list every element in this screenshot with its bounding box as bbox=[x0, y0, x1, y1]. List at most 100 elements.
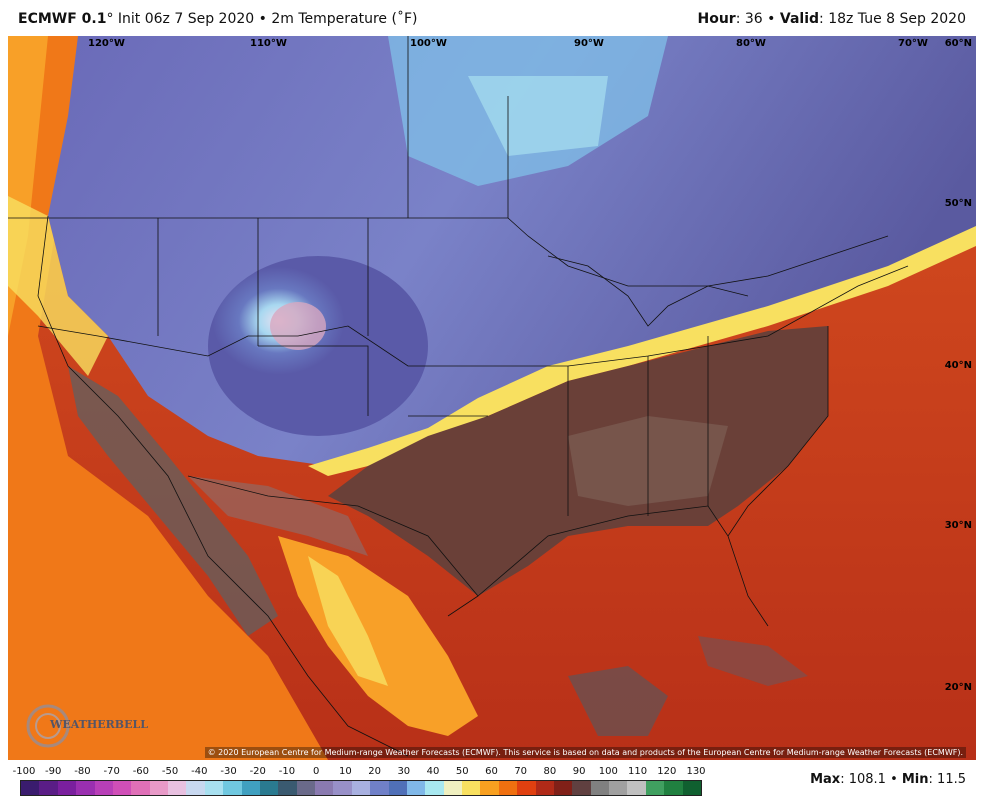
scale-swatch bbox=[553, 781, 573, 795]
scale-bar bbox=[20, 780, 702, 796]
us-mexico-border bbox=[187, 475, 479, 617]
scale-swatch bbox=[645, 781, 665, 795]
init-time: Init 06z 7 Sep 2020 bbox=[117, 11, 255, 27]
scale-tick-label: 60 bbox=[485, 766, 498, 777]
front-yellow-band bbox=[308, 226, 976, 476]
model-name: ECMWF 0.1 bbox=[18, 11, 107, 27]
scale-swatch bbox=[259, 781, 279, 795]
scale-swatch bbox=[388, 781, 407, 795]
scale-swatch bbox=[39, 781, 58, 795]
lat-label-30n: 30°N bbox=[944, 520, 972, 531]
scale-swatch bbox=[76, 781, 95, 795]
us-canada-border bbox=[8, 217, 889, 287]
min-value: 11.5 bbox=[937, 772, 966, 787]
stats-bullet: • bbox=[890, 772, 898, 787]
scale-swatch bbox=[535, 781, 554, 795]
scale-swatch bbox=[94, 781, 113, 795]
header-left: ECMWF 0.1° Init 06z 7 Sep 2020 • 2m Temp… bbox=[18, 11, 417, 27]
scale-tick-label: -40 bbox=[191, 766, 208, 777]
lon-label-120w: 120°W bbox=[88, 38, 125, 49]
scale-tick-label: -100 bbox=[12, 766, 36, 777]
lat-label-40n: 40°N bbox=[944, 360, 972, 371]
lon-label-100w: 100°W bbox=[410, 38, 447, 49]
southwest-desert-region bbox=[68, 366, 278, 636]
max-label: Max bbox=[810, 772, 841, 787]
max-min-stats: Max: 108.1 • Min: 11.5 bbox=[810, 772, 966, 787]
lon-label-110w: 110°W bbox=[250, 38, 287, 49]
scale-tick-label: 0 bbox=[312, 766, 320, 777]
scale-swatch bbox=[112, 781, 132, 795]
cuba-region bbox=[698, 636, 808, 686]
max-value: 108.1 bbox=[848, 772, 886, 787]
scale-swatch bbox=[370, 781, 389, 795]
scale-swatch bbox=[480, 781, 499, 795]
scale-tick-label: 130 bbox=[686, 766, 706, 777]
scale-tick-label: 100 bbox=[598, 766, 618, 777]
scale-swatch bbox=[131, 781, 150, 795]
pacific-coast bbox=[37, 215, 409, 757]
scale-swatch bbox=[664, 781, 683, 795]
lat-label-20n: 20°N bbox=[944, 682, 972, 693]
scale-swatch bbox=[186, 781, 205, 795]
scale-swatch bbox=[517, 781, 536, 795]
scale-tick-label: -10 bbox=[278, 766, 296, 777]
state-lines-west bbox=[157, 36, 509, 417]
scale-swatch bbox=[498, 781, 518, 795]
arizona-region bbox=[188, 476, 368, 556]
map-header: ECMWF 0.1° Init 06z 7 Sep 2020 • 2m Temp… bbox=[0, 0, 984, 36]
lon-label-90w: 90°W bbox=[574, 38, 604, 49]
scale-tick-label: -70 bbox=[103, 766, 120, 777]
scale-swatch bbox=[57, 781, 77, 795]
scale-swatch bbox=[149, 781, 168, 795]
hour-value: 36 bbox=[744, 11, 763, 27]
scale-swatch bbox=[572, 781, 591, 795]
header-right: Hour: 36 • Valid: 18z Tue 8 Sep 2020 bbox=[697, 11, 966, 27]
mexico-highlands-region bbox=[308, 556, 388, 686]
pacific-warm-region bbox=[8, 36, 328, 760]
scale-swatch bbox=[241, 781, 260, 795]
scale-swatch bbox=[168, 781, 187, 795]
political-borders bbox=[8, 36, 909, 757]
temperature-map[interactable]: 120°W 110°W 100°W 90°W 80°W 70°W 60°N 50… bbox=[8, 36, 976, 760]
hour-label: Hour bbox=[697, 11, 736, 27]
min-label: Min bbox=[901, 772, 929, 787]
scale-swatch bbox=[627, 781, 646, 795]
canada-light-patch bbox=[468, 76, 608, 156]
scale-swatch bbox=[315, 781, 334, 795]
logo-swirl-icon bbox=[26, 704, 70, 748]
state-line-north bbox=[37, 265, 909, 367]
scale-tick-label: 110 bbox=[628, 766, 648, 777]
scale-swatch bbox=[21, 781, 40, 795]
scale-tick-label: 80 bbox=[543, 766, 557, 777]
scale-swatch bbox=[296, 781, 315, 795]
copyright-notice: © 2020 European Centre for Medium-range … bbox=[204, 747, 966, 758]
valid-time: 18z Tue 8 Sep 2020 bbox=[828, 11, 966, 27]
header-bullet: • bbox=[258, 11, 267, 27]
atlantic-coast bbox=[727, 326, 829, 537]
scale-swatch bbox=[278, 781, 297, 795]
rockies-pink-spot bbox=[270, 302, 326, 350]
scale-swatch bbox=[443, 781, 462, 795]
lat-label-60n: 60°N bbox=[944, 38, 972, 49]
scale-swatch bbox=[682, 781, 701, 795]
weatherbell-logo: WEATHERBELL bbox=[24, 698, 148, 752]
model-degree: ° bbox=[106, 11, 114, 27]
scale-tick-label: 120 bbox=[657, 766, 677, 777]
scale-swatch bbox=[333, 781, 352, 795]
scale-swatch bbox=[425, 781, 444, 795]
color-scale: -100 -90 -80 -70 -60 -50 -40 -30 -20 -10 0 10 20 30 40… bbox=[8, 763, 708, 803]
scale-swatch bbox=[223, 781, 242, 795]
logo-text: WEATHERBELL bbox=[50, 718, 148, 731]
header-bullet-2: • bbox=[767, 11, 776, 27]
scale-tick-label: 20 bbox=[368, 766, 381, 777]
scale-tick-label: -60 bbox=[132, 766, 150, 777]
lon-label-80w: 80°W bbox=[736, 38, 766, 49]
coastal-yellow-band bbox=[8, 196, 108, 376]
lat-label-50n: 50°N bbox=[944, 198, 972, 209]
scale-swatch bbox=[462, 781, 481, 795]
scale-swatch bbox=[406, 781, 426, 795]
scale-swatch bbox=[204, 781, 224, 795]
yucatan-region bbox=[568, 666, 668, 736]
scale-tick-label: 40 bbox=[426, 766, 440, 777]
scale-swatch bbox=[590, 781, 609, 795]
